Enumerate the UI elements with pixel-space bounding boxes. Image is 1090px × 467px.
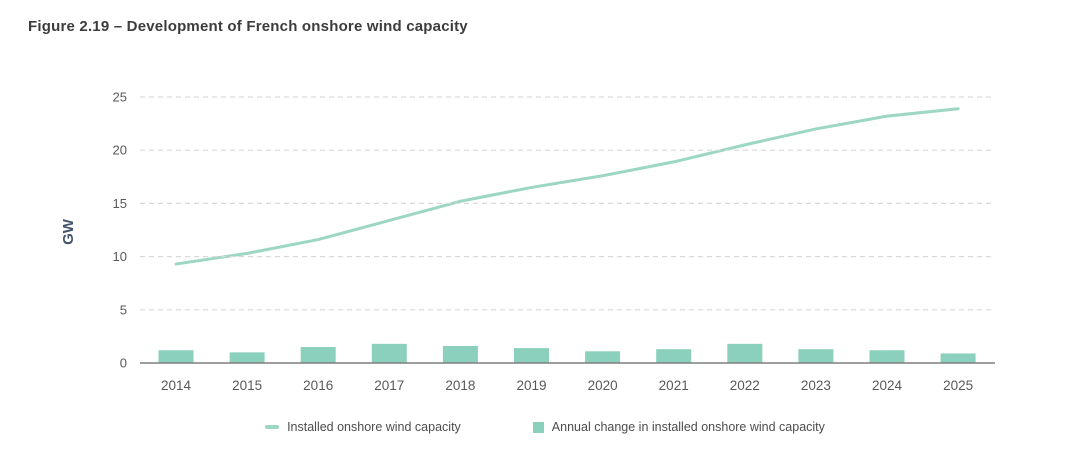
y-tick-label: 10	[113, 249, 127, 264]
x-tick-label: 2020	[588, 378, 618, 393]
annual-change-bar	[940, 353, 976, 363]
annual-change-bar	[371, 343, 407, 363]
y-tick-label: 5	[120, 302, 127, 317]
x-tick-label: 2015	[232, 378, 262, 393]
legend-item-annual-change: Annual change in installed onshore wind …	[532, 420, 825, 434]
annual-change-bar	[798, 349, 834, 363]
annual-change-bar	[229, 352, 265, 363]
x-tick-label: 2021	[659, 378, 689, 393]
y-tick-label: 25	[113, 90, 127, 105]
annual-change-bar	[158, 350, 194, 363]
x-tick-label: 2016	[303, 378, 333, 393]
y-tick-label: 20	[113, 143, 127, 158]
x-tick-label: 2025	[943, 378, 973, 393]
annual-change-bar	[585, 351, 621, 363]
annual-change-bar	[869, 350, 905, 363]
y-tick-label: 15	[113, 196, 127, 211]
x-tick-label: 2024	[872, 378, 903, 393]
line-series-legend-marker-icon	[265, 425, 280, 429]
x-tick-label: 2018	[445, 378, 475, 393]
chart-title: Figure 2.19 – Development of French onsh…	[28, 18, 468, 35]
annual-change-bar	[727, 343, 763, 363]
bar-series-legend-marker-icon	[532, 421, 544, 433]
annual-change-bar	[656, 349, 692, 363]
annual-change-bar	[514, 348, 549, 363]
annual-change-bar	[300, 347, 336, 363]
installed-capacity-line	[174, 107, 960, 266]
legend-label-annual-change: Annual change in installed onshore wind …	[551, 420, 825, 434]
legend-item-installed-capacity: Installed onshore wind capacity	[265, 420, 461, 434]
x-tick-label: 2014	[161, 378, 192, 393]
x-tick-label: 2019	[516, 378, 546, 393]
y-tick-label: 0	[120, 356, 127, 371]
x-tick-label: 2017	[374, 378, 404, 393]
x-tick-label: 2023	[801, 378, 831, 393]
x-tick-label: 2022	[730, 378, 760, 393]
annual-change-bar	[442, 345, 478, 363]
y-axis-label: GW	[60, 218, 77, 245]
legend-label-installed-capacity: Installed onshore wind capacity	[287, 420, 461, 434]
chart-legend: Installed onshore wind capacity Annual c…	[0, 420, 1090, 434]
